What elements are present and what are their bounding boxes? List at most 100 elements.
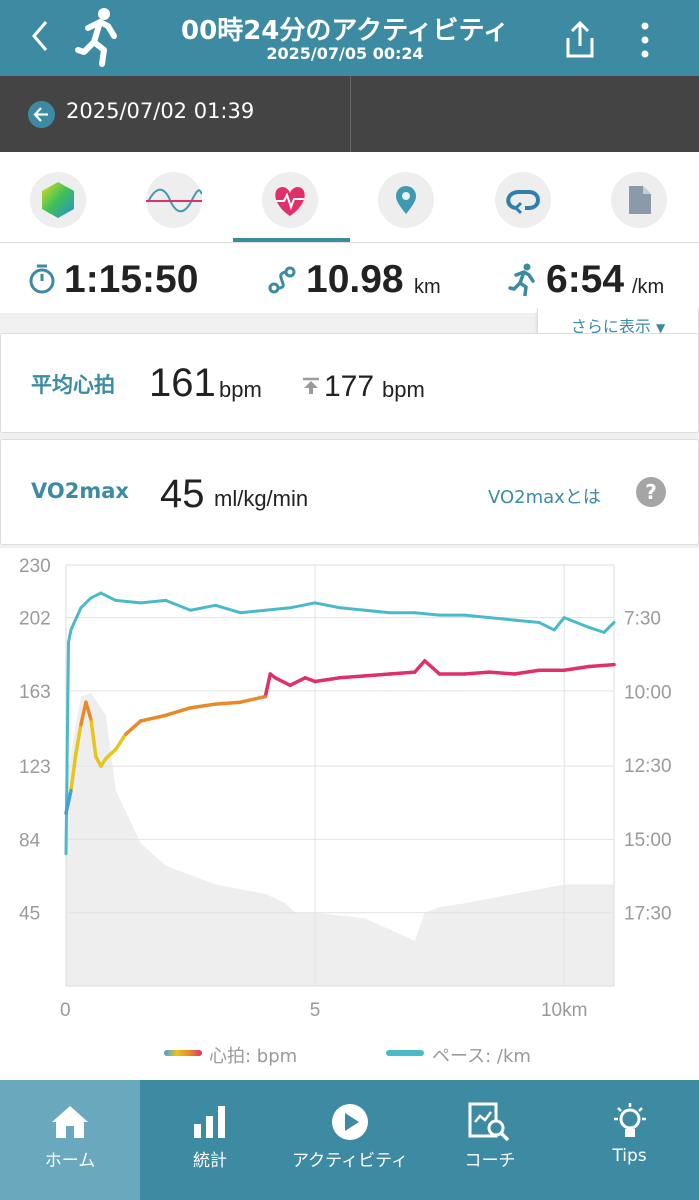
heart-rate-segment [79, 700, 88, 727]
avg-heart-rate-label: 平均心拍 [31, 373, 115, 397]
pace-point [562, 616, 566, 620]
tab-wave[interactable] [146, 172, 202, 228]
heart-rate-legend-label: 心拍: bpm [209, 1046, 298, 1067]
pace-point [89, 596, 93, 600]
tab-summary[interactable] [30, 172, 86, 228]
y-left-tick-label: 202 [19, 609, 51, 630]
heart-rate-point [388, 672, 392, 676]
map-pin-icon [396, 186, 416, 214]
app-header: 00時24分のアクティビティ 2025/07/05 00:24 [0, 0, 699, 76]
heart-rate-point [84, 700, 88, 704]
heart-rate-segment [104, 747, 118, 761]
show-more-label: さらに表示 [570, 317, 651, 336]
heart-rate-segment [213, 700, 243, 706]
x-tick-label: 10km [541, 1000, 587, 1021]
heart-rate-point [303, 676, 307, 680]
detail-tabs [0, 152, 699, 242]
y-right-tick-label: 15:00 [624, 830, 672, 851]
pace-point [263, 608, 267, 612]
x-tick-label: 0 [60, 1000, 71, 1021]
pace-point [213, 603, 217, 607]
active-tab-indicator [233, 238, 350, 242]
heart-rate-point [64, 811, 68, 815]
pace-point [413, 611, 417, 615]
heart-rate-point [89, 717, 93, 721]
nav-activity[interactable]: アクティビティ [280, 1080, 420, 1200]
heart-rate-point [313, 680, 317, 684]
tab-laps[interactable] [495, 172, 551, 228]
pace-point [164, 598, 168, 602]
heart-rate-point [263, 695, 267, 699]
pace-value: 6:54 [546, 258, 625, 301]
heart-rate-segment [69, 751, 78, 793]
heart-rate-segment [338, 674, 367, 680]
pace-point [114, 598, 118, 602]
distance-unit: km [414, 276, 441, 298]
play-icon [332, 1104, 368, 1140]
pace-unit: /km [632, 276, 665, 298]
tab-map[interactable] [378, 172, 434, 228]
heart-rate-point [562, 668, 566, 672]
document-icon [629, 186, 651, 214]
pace-point [537, 621, 541, 625]
more-menu-button[interactable] [630, 18, 660, 60]
heart-rate-point [512, 672, 516, 676]
previous-activity-date[interactable]: 2025/07/02 01:39 [66, 99, 255, 123]
heart-rate-point [114, 747, 118, 751]
heart-rate-segment [273, 676, 292, 688]
tab-heart-rate[interactable] [262, 172, 318, 228]
caret-down-icon: ▼ [655, 321, 666, 335]
y-right-tick-label: 12:30 [624, 756, 672, 777]
nav-home[interactable]: ホーム [0, 1080, 140, 1200]
nav-stats-label: 統計 [193, 1151, 227, 1171]
heart-rate-point [363, 674, 367, 678]
heart-rate-point [487, 670, 491, 674]
heart-rate-segment [138, 713, 168, 723]
heart-rate-point [104, 757, 108, 761]
heart-rate-segment [188, 702, 218, 710]
y-right-tick-label: 17:30 [624, 904, 672, 925]
share-button[interactable] [560, 18, 600, 60]
heart-rate-point [273, 676, 277, 680]
pace-point [288, 606, 292, 610]
heart-rate-segment [89, 717, 98, 759]
nav-coach[interactable]: コーチ [420, 1080, 560, 1200]
heart-rate-segment [74, 723, 83, 755]
pace-point [313, 601, 317, 605]
heart-icon [275, 187, 305, 216]
heart-rate-point [189, 706, 193, 710]
pace-point [463, 613, 467, 617]
heart-rate-segment [512, 668, 542, 676]
max-arrow-icon [303, 377, 319, 394]
home-icon [52, 1106, 88, 1138]
runner-icon [74, 4, 122, 70]
heart-rate-segment [124, 719, 143, 736]
x-tick-label: 5 [310, 1000, 321, 1021]
y-left-tick-label: 163 [19, 682, 51, 703]
pace-point [238, 611, 242, 615]
heart-rate-point [268, 672, 272, 676]
tab-memo[interactable] [611, 172, 667, 228]
pace-point [612, 621, 616, 625]
hexagon-icon [42, 182, 74, 218]
nav-tips[interactable]: Tips [560, 1080, 699, 1200]
pace-point [79, 606, 83, 610]
y-left-tick-label: 84 [19, 830, 41, 851]
y-left-tick-label: 45 [19, 904, 40, 925]
stopwatch-icon [29, 264, 55, 294]
previous-activity-icon[interactable] [28, 101, 55, 128]
page-subtitle: 2025/07/05 00:24 [266, 44, 424, 63]
heart-rate-segment [288, 676, 307, 688]
heart-rate-point [413, 670, 417, 674]
help-icon[interactable]: ? [636, 477, 666, 507]
nav-stats[interactable]: 統計 [140, 1080, 280, 1200]
bar-chart-icon [194, 1106, 225, 1138]
heart-rate-point [288, 683, 292, 687]
pace-point [69, 628, 73, 632]
back-button[interactable] [26, 14, 56, 58]
heart-rate-point [423, 659, 427, 663]
pace-point [512, 618, 516, 622]
vo2max-info-link[interactable]: VO2maxとは [488, 487, 601, 508]
heart-rate-point [164, 713, 168, 717]
heart-rate-segment [462, 670, 492, 676]
